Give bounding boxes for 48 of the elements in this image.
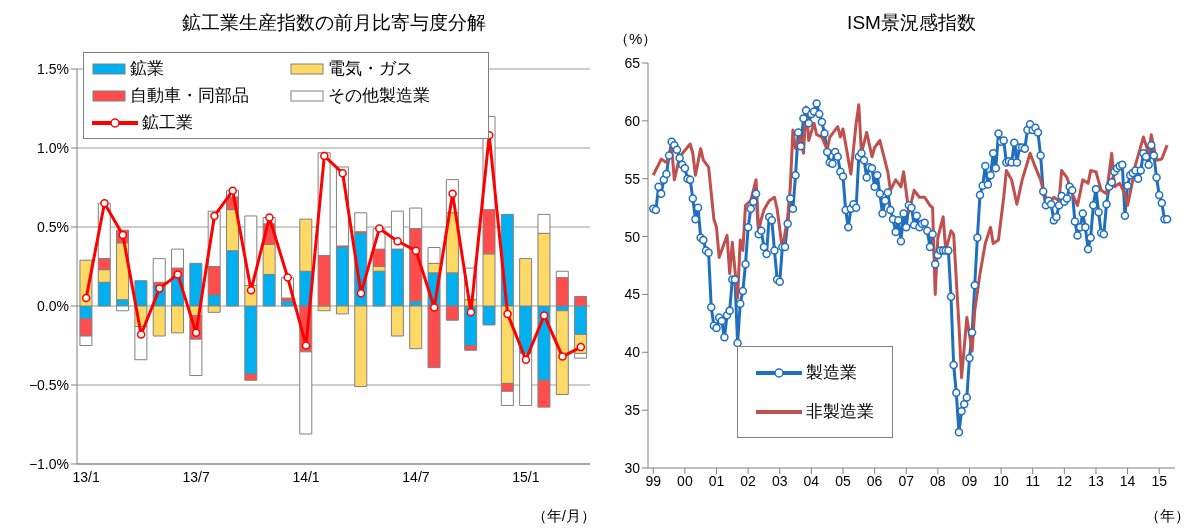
legend-label: 非製造業 — [806, 401, 874, 423]
x-tick-label: 02 — [740, 472, 757, 489]
x-tick-label: 07 — [898, 472, 915, 489]
y-tick-label: 50 — [624, 228, 641, 245]
legend-label: その他製造業 — [328, 85, 430, 107]
chart-title: 鉱工業生産指数の前月比寄与度分解 — [180, 11, 487, 35]
legend-label: 製造業 — [806, 362, 857, 384]
x-tick-label: 12 — [1056, 472, 1073, 489]
x-tick-label: 15 — [1151, 472, 1168, 489]
x-tick-label: 99 — [645, 472, 662, 489]
x-axis-title: （年/月） — [531, 507, 596, 526]
x-axis-title: （年） — [1145, 507, 1190, 526]
y-tick-label: 65 — [624, 54, 641, 71]
x-tick-label: 13/1 — [72, 468, 100, 485]
y-tick-label: −0.5% — [28, 376, 69, 393]
chart-title: ISM景況感指数 — [847, 12, 976, 33]
x-tick-label: 04 — [803, 472, 820, 489]
y-tick-label: 55 — [624, 170, 641, 187]
x-tick-label: 09 — [961, 472, 978, 489]
x-tick-label: 14 — [1119, 472, 1136, 489]
y-tick-label: 30 — [624, 459, 641, 476]
y-tick-label: 1.0% — [37, 139, 69, 156]
legend-label: 鉱工業 — [142, 112, 193, 134]
y-axis-title: （%） — [614, 30, 658, 49]
x-tick-label: 11 — [1025, 472, 1041, 489]
x-tick-label: 15/1 — [512, 468, 540, 485]
y-tick-label: 0.5% — [37, 218, 69, 235]
legend-label: 自動車・同部品 — [130, 85, 249, 107]
x-tick-label: 10 — [993, 472, 1010, 489]
y-tick-label: 1.5% — [37, 60, 69, 77]
x-tick-label: 03 — [771, 472, 788, 489]
x-tick-label: 01 — [708, 472, 725, 489]
y-tick-label: 0.0% — [37, 297, 69, 314]
y-tick-label: −1.0% — [28, 455, 69, 472]
x-tick-label: 14/1 — [292, 468, 320, 485]
x-tick-label: 14/7 — [402, 468, 430, 485]
x-tick-label: 00 — [677, 472, 693, 489]
x-tick-label: 06 — [866, 472, 883, 489]
x-tick-label: 08 — [930, 472, 946, 489]
legend-label: 電気・ガス — [328, 58, 413, 80]
x-tick-label: 13 — [1088, 472, 1104, 489]
x-tick-label: 13/7 — [182, 468, 210, 485]
y-tick-label: 35 — [624, 402, 641, 419]
y-tick-label: 40 — [624, 344, 641, 361]
y-tick-label: 60 — [624, 112, 641, 129]
legend-label: 鉱業 — [130, 58, 164, 80]
y-tick-label: 45 — [624, 286, 641, 303]
x-tick-label: 05 — [835, 472, 851, 489]
